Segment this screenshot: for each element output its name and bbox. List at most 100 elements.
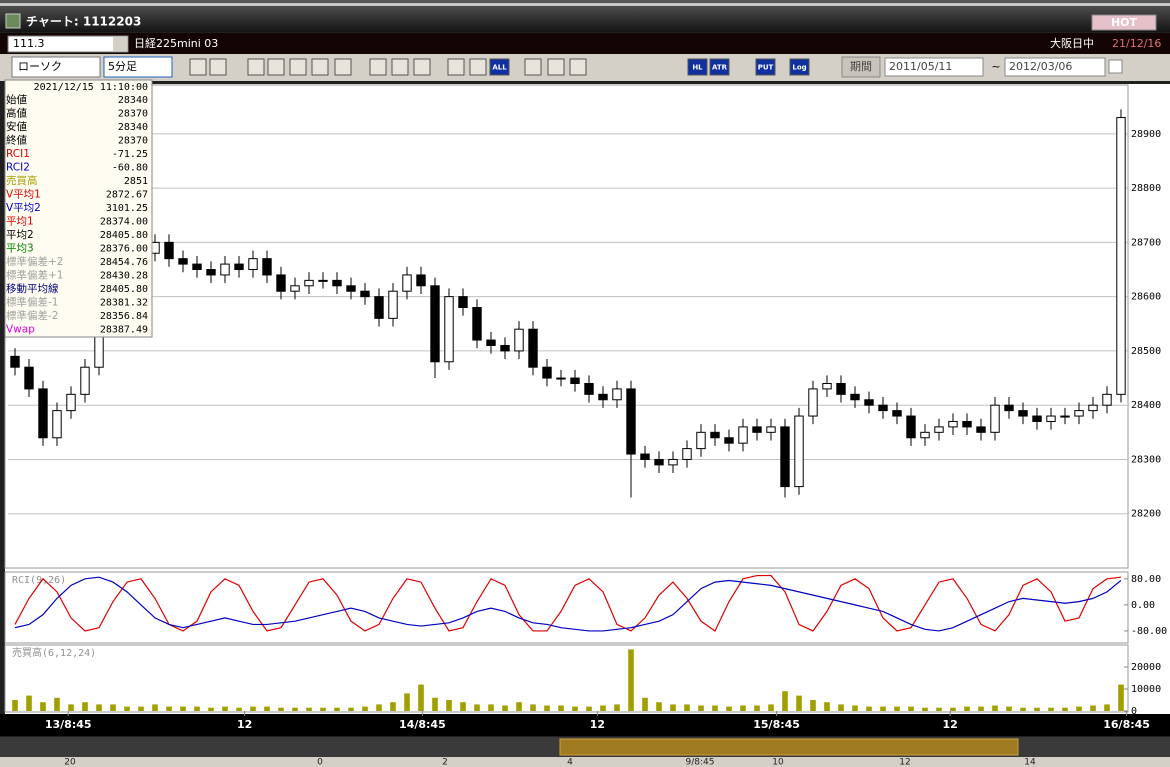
volume-bar [96,704,102,711]
info-label: 高値 [6,107,27,120]
volume-bar [348,707,354,711]
info-label: RCI2 [6,162,30,174]
code-text[interactable]: 111.3 [13,37,45,50]
volume-bar [796,695,802,711]
volume-bar [152,704,158,711]
checkbox[interactable] [1108,59,1123,74]
volume-bar [502,705,508,711]
info-value: 28376.00 [100,244,148,255]
style-select[interactable] [11,56,101,78]
hot-button[interactable] [1091,14,1157,31]
tool-icon[interactable] [469,58,487,76]
tool-button[interactable] [755,58,776,76]
candle-body [472,307,482,341]
rci-line [14,574,1122,632]
tool-icon[interactable] [369,58,387,76]
volume-bar [530,704,536,711]
volume-bar [404,693,410,711]
volume-bar [1062,707,1068,711]
volume-bar [320,707,326,711]
interval-select[interactable] [103,56,173,78]
info-label: 始値 [6,93,27,106]
scroll-label: 0 [317,758,323,767]
scroll-label: 14 [1024,758,1036,767]
candle-body [332,279,342,287]
candle-body [906,415,916,439]
tool-icon[interactable] [334,58,352,76]
candle-body [164,241,174,260]
tool-icon[interactable] [547,58,565,76]
x-tick-label: 14/8:45 [399,718,446,731]
candle-body [248,258,258,271]
volume-bar [1118,684,1124,711]
style-text[interactable]: ローソク [18,60,62,73]
tool-button-label[interactable]: ATR [712,64,728,72]
volume-panel [4,644,1129,713]
volume-bar [418,684,424,711]
tool-icon[interactable] [209,58,227,76]
x-tick-label: 13/8:45 [45,718,92,731]
to-date[interactable]: 2012/03/06 [1009,60,1072,73]
period-label[interactable]: 期間 [850,60,872,73]
info-panel [4,79,153,338]
to-input[interactable] [1004,57,1106,77]
code-input[interactable] [7,35,129,53]
candle-body [80,366,90,395]
tool-button[interactable] [489,58,510,76]
tool-button[interactable] [687,58,708,76]
info-value: 3101.25 [106,203,148,214]
info-label: 標準偏差+2 [6,255,63,268]
volume-bar [390,702,396,711]
app-icon [5,13,21,29]
tool-icon[interactable] [311,58,329,76]
info-value: 28387.49 [100,325,148,336]
volume-bar [600,705,606,711]
tool-icon[interactable] [289,58,307,76]
hot-label[interactable]: HOT [1111,16,1138,29]
tool-button-label[interactable]: Log [792,64,806,72]
panel-title: RCI(9,26) [12,575,66,586]
info-value: 28356.84 [100,311,148,322]
volume-bar [768,704,774,711]
tool-icon[interactable] [447,58,465,76]
candle-body [864,399,874,406]
volume-bar [810,700,816,711]
volume-bar [222,706,228,711]
tool-icon[interactable] [247,58,265,76]
info-value: 28405.80 [100,284,148,295]
tool-button-label[interactable]: PUT [758,64,774,72]
scroll-thumb[interactable] [559,738,1019,756]
volume-bar [236,707,242,711]
from-input[interactable] [884,57,984,77]
tool-icon[interactable] [267,58,285,76]
candle-body [374,296,384,319]
info-label: 売買高 [6,174,38,187]
tool-icon[interactable] [413,58,431,76]
period-button[interactable] [841,56,881,78]
candle-body [976,426,986,433]
tool-icon[interactable] [524,58,542,76]
from-date[interactable]: 2011/05/11 [889,60,952,73]
candle-body [1018,410,1028,417]
volume-bar [446,700,452,711]
interval-text[interactable]: 5分足 [108,60,137,73]
y-tick-label: 28200 [1131,509,1161,520]
candle-body [10,355,20,368]
info-label: 移動平均線 [6,282,59,295]
chart-area [5,84,1170,714]
tool-button-label[interactable]: HL [692,64,703,72]
tool-button[interactable] [789,58,810,76]
x-tick-label: 12 [943,718,958,731]
tool-button-label[interactable]: ALL [492,64,507,72]
code-dropdown[interactable] [113,37,127,51]
title-stripe [0,3,1170,6]
tool-icon[interactable] [391,58,409,76]
x-tick-label: 15/8:45 [753,718,800,731]
candle-body [66,393,76,412]
tool-icon[interactable] [569,58,587,76]
candle-body [556,377,566,380]
candle-body [318,279,328,282]
tool-button[interactable] [709,58,730,76]
tool-icon[interactable] [189,58,207,76]
